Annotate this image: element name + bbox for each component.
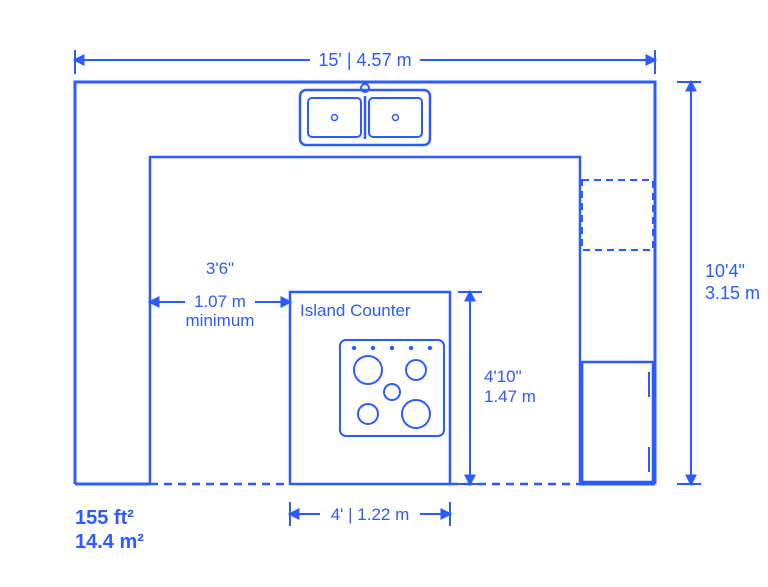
dim-height-label-2: 3.15 m [705,283,760,303]
knob-icon [409,346,413,350]
knob-icon [352,346,356,350]
dim-island-w-label: 4' | 1.22 m [331,505,410,524]
kitchen-floorplan: Island Counter 15' | 4.57 m 10'4"3.15 m 4' … [0,0,768,587]
island-counter [290,292,450,484]
burner-icon [406,360,426,380]
upper-cabinet [582,180,653,250]
dim-height-label-1: 10'4" [705,261,745,281]
dim-aisle-label-1: 3'6" [206,259,234,278]
dim-island-h-label-1: 4'10" [484,367,522,386]
dim-aisle-label-2: 1.07 m [194,292,246,311]
burner-icon [402,400,430,428]
area-m: 14.4 m² [75,531,144,553]
burner-icon [354,356,382,384]
burner-icon [384,384,400,400]
dim-width-label: 15' | 4.57 m [318,50,411,70]
area-ft: 155 ft² [75,507,134,529]
burner-icon [358,404,378,424]
refrigerator [582,362,653,482]
knob-icon [428,346,432,350]
island-label: Island Counter [300,301,411,320]
knob-icon [371,346,375,350]
dim-island-h-label-2: 1.47 m [484,387,536,406]
knob-icon [390,346,394,350]
dim-aisle-label-3: minimum [186,311,255,330]
